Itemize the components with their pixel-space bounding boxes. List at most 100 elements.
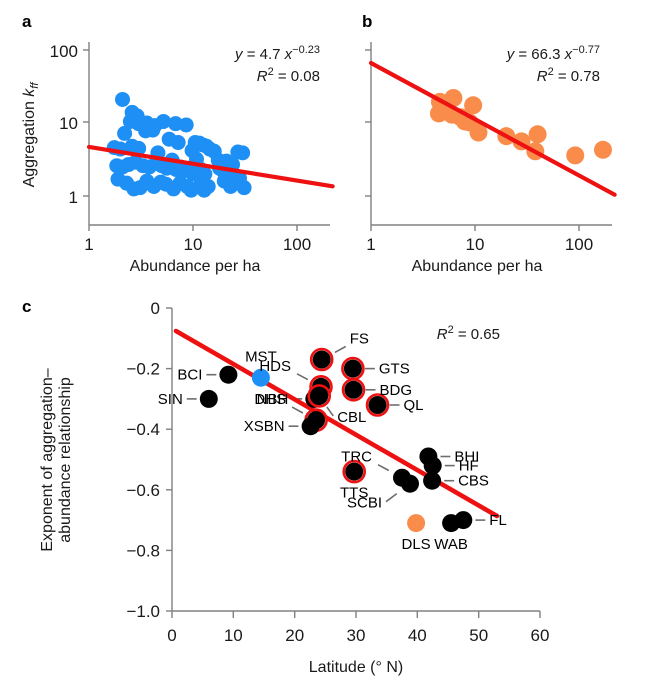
panel-c-y-axis-title: Exponent of aggregation– abundance relat…	[39, 368, 74, 551]
site-marker	[199, 389, 218, 408]
site-marker-ring	[341, 377, 366, 402]
panel-b-equation: y = 66.3 x−0.77	[506, 44, 600, 63]
data-point	[469, 123, 488, 142]
site-label: BHI	[454, 449, 479, 466]
panel-c-trend-line	[173, 328, 500, 519]
site-marker	[401, 474, 419, 493]
panel-b: b 1 10 100 Abundance per ha y = 66.3 x−0…	[362, 12, 617, 275]
panel-c-points	[199, 347, 473, 533]
data-point	[131, 140, 147, 156]
data-point	[200, 178, 216, 194]
site-marker	[454, 511, 473, 530]
data-point	[464, 96, 483, 115]
data-point	[566, 146, 585, 165]
site-label: WAB	[434, 536, 468, 553]
site-marker-ring	[307, 384, 332, 408]
site-leader-line	[377, 463, 390, 472]
data-point	[223, 178, 239, 194]
panel-c-xtick-label: 60	[531, 626, 550, 645]
site-label: GTS	[379, 361, 410, 378]
site-label: SCBI	[347, 495, 382, 512]
data-point	[117, 125, 133, 141]
svg-text:Aggregation kff: Aggregation kff	[21, 82, 41, 188]
site-leader-line	[334, 345, 347, 354]
site-marker-ring	[309, 347, 334, 372]
site-marker	[343, 359, 362, 378]
panel-a-y-axis-title: Aggregation kff	[21, 82, 41, 188]
site-leader-line	[296, 373, 309, 381]
panel-c-xtick-label: 20	[285, 626, 304, 645]
site-marker	[345, 462, 364, 481]
panel-b-xtick-label-1: 1	[366, 235, 375, 254]
site-marker	[310, 386, 329, 405]
panel-c-ytick-label: −0.4	[126, 420, 160, 439]
panel-a-xtick-label-1: 1	[84, 235, 93, 254]
site-label: NBH	[257, 391, 289, 408]
site-marker	[423, 456, 442, 475]
panel-a-ytick-label-100: 100	[50, 42, 78, 61]
panel-a-ylabel-main: Aggregation	[21, 97, 38, 188]
panel-c-x-axis-title: Latitude (° N)	[309, 659, 403, 676]
panel-c-ylabel-line1: Exponent of aggregation–	[39, 368, 56, 551]
panel-c-letter: c	[22, 297, 31, 316]
data-point	[178, 117, 194, 133]
site-marker	[423, 471, 442, 490]
panel-b-x-axis-title: Abundance per ha	[412, 258, 543, 275]
panel-b-xtick-label-10: 10	[466, 235, 485, 254]
panel-c-xtick-label: 50	[469, 626, 488, 645]
panel-c-ytick-label: 0	[151, 299, 160, 318]
site-marker	[407, 514, 426, 533]
site-label: FL	[489, 512, 507, 529]
panel-c-xtick-label: 40	[408, 626, 427, 645]
site-marker	[251, 368, 270, 387]
site-leader-line	[326, 406, 334, 417]
data-point	[197, 166, 213, 182]
panel-c-xtick-label: 0	[167, 626, 176, 645]
site-marker-ring	[342, 459, 367, 484]
site-label: BCI	[177, 367, 202, 384]
panel-a-letter: a	[22, 12, 32, 31]
panel-a: a 100 10 1 1 10 100 Abundance per ha Agg…	[21, 12, 335, 275]
panel-c-r2: R2 = 0.65	[437, 324, 500, 343]
panel-a-ytick-label-1: 1	[69, 188, 78, 207]
site-leader-line	[385, 492, 398, 503]
panel-a-r2: R2 = 0.08	[257, 66, 320, 85]
panel-c-leader-lines	[186, 345, 486, 521]
site-label: DHS	[254, 391, 286, 408]
panel-a-xtick-label-10: 10	[184, 235, 203, 254]
panel-c-site-labels: BCI SIN MST FS GTS HDS BDG NBH CBL QL DHS XSBN BHIHF…	[158, 331, 507, 554]
data-point	[155, 113, 171, 129]
data-point	[170, 135, 186, 151]
site-marker	[344, 380, 363, 399]
panel-c-xtick-label: 30	[347, 626, 366, 645]
panel-c-y-ticks: 0 −0.2 −0.4 −0.6 −0.8 −1.0	[126, 299, 172, 621]
panel-b-xtick-label-100: 100	[565, 235, 593, 254]
panel-a-ylabel-sub: ff	[29, 82, 41, 89]
site-leader-line	[291, 406, 304, 414]
data-point	[236, 180, 252, 196]
panel-b-letter: b	[362, 12, 372, 31]
panel-c-ytick-label: −0.8	[126, 541, 160, 560]
data-point	[528, 125, 547, 144]
site-label: TRC	[341, 449, 372, 466]
panel-c-xtick-label: 10	[224, 626, 243, 645]
site-label: HDS	[259, 358, 291, 375]
panel-b-r2: R2 = 0.78	[537, 66, 600, 85]
panel-c: c 0 −0.2 −0.4 −0.6 −0.8 −1.0 0 10 20 30 40 50 60 La…	[22, 297, 549, 676]
site-label: TTS	[340, 485, 368, 502]
panel-c-ytick-label: −0.6	[126, 481, 160, 500]
panel-c-x-ticks: 0 10 20 30 40 50 60	[167, 611, 549, 645]
data-point	[235, 145, 251, 161]
site-label: QL	[404, 397, 424, 414]
site-marker	[312, 350, 331, 369]
site-label: FS	[350, 331, 369, 348]
data-point	[444, 89, 463, 107]
site-marker	[368, 396, 387, 414]
site-label: CBS	[458, 473, 489, 490]
panel-c-ytick-label: −1.0	[126, 602, 160, 621]
panel-a-ytick-label-10: 10	[59, 114, 78, 133]
site-marker	[219, 365, 238, 384]
panel-b-trend-line	[368, 60, 617, 197]
